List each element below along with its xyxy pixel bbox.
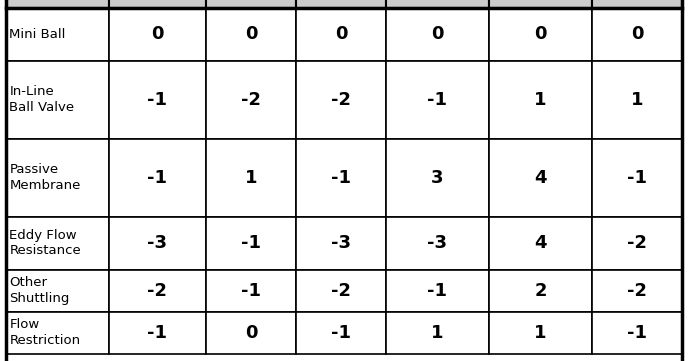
Text: Mini Ball: Mini Ball: [10, 27, 66, 40]
Text: 1: 1: [535, 91, 547, 109]
Bar: [109, 61, 206, 139]
Text: Flow
Restriction: Flow Restriction: [10, 318, 80, 347]
Text: 0: 0: [151, 25, 164, 43]
Text: 1: 1: [431, 323, 444, 342]
Text: 0: 0: [245, 25, 257, 43]
Text: -1: -1: [427, 91, 447, 109]
Bar: [386, 270, 489, 312]
Text: Eddy Flow
Resistance: Eddy Flow Resistance: [10, 229, 81, 257]
Bar: [592, 139, 682, 217]
Bar: [592, 8, 682, 61]
Bar: [6, 312, 109, 353]
Bar: [6, 61, 109, 139]
Bar: [489, 61, 592, 139]
Text: -2: -2: [147, 282, 167, 300]
Text: -1: -1: [147, 323, 167, 342]
Text: -1: -1: [147, 169, 167, 187]
Bar: [296, 217, 386, 270]
Bar: [109, 139, 206, 217]
Bar: [296, 0, 386, 8]
Bar: [489, 270, 592, 312]
Text: 0: 0: [335, 25, 347, 43]
Bar: [296, 8, 386, 61]
Text: -2: -2: [331, 282, 351, 300]
Text: -1: -1: [427, 282, 447, 300]
Bar: [206, 312, 296, 353]
Bar: [206, 139, 296, 217]
Bar: [592, 312, 682, 353]
Bar: [489, 8, 592, 61]
Text: 4: 4: [535, 234, 547, 252]
Text: -1: -1: [331, 169, 351, 187]
Text: 3: 3: [431, 169, 444, 187]
Bar: [386, 217, 489, 270]
Bar: [296, 139, 386, 217]
Bar: [6, 217, 109, 270]
Bar: [592, 0, 682, 8]
Text: -1: -1: [241, 282, 261, 300]
Text: -3: -3: [147, 234, 167, 252]
Text: 1: 1: [631, 91, 643, 109]
Text: -1: -1: [331, 323, 351, 342]
Text: -1: -1: [241, 234, 261, 252]
Bar: [6, 8, 109, 61]
Bar: [206, 0, 296, 8]
Text: 1: 1: [535, 323, 547, 342]
Bar: [489, 0, 592, 8]
Text: 2: 2: [535, 282, 547, 300]
Bar: [296, 312, 386, 353]
Bar: [109, 312, 206, 353]
Text: In-Line
Ball Valve: In-Line Ball Valve: [10, 85, 74, 114]
Text: 1: 1: [245, 169, 257, 187]
Bar: [206, 270, 296, 312]
Text: -2: -2: [627, 234, 647, 252]
Text: -2: -2: [627, 282, 647, 300]
Bar: [109, 270, 206, 312]
Text: 0: 0: [535, 25, 547, 43]
Bar: [109, 217, 206, 270]
Bar: [489, 139, 592, 217]
Text: 0: 0: [245, 323, 257, 342]
Text: -2: -2: [241, 91, 261, 109]
Bar: [386, 139, 489, 217]
Bar: [296, 270, 386, 312]
Text: -3: -3: [427, 234, 447, 252]
Text: -3: -3: [331, 234, 351, 252]
Bar: [206, 61, 296, 139]
Text: Other
Shuttling: Other Shuttling: [10, 276, 69, 305]
Text: -1: -1: [627, 323, 647, 342]
Bar: [206, 217, 296, 270]
Bar: [386, 312, 489, 353]
Bar: [6, 270, 109, 312]
Bar: [386, 0, 489, 8]
Text: -2: -2: [331, 91, 351, 109]
Bar: [206, 8, 296, 61]
Bar: [386, 8, 489, 61]
Bar: [6, 0, 109, 8]
Bar: [592, 61, 682, 139]
Bar: [489, 312, 592, 353]
Bar: [592, 217, 682, 270]
Bar: [296, 61, 386, 139]
Text: 4: 4: [535, 169, 547, 187]
Bar: [386, 61, 489, 139]
Text: Passive
Membrane: Passive Membrane: [10, 163, 80, 192]
Bar: [109, 8, 206, 61]
Text: 0: 0: [431, 25, 444, 43]
Text: 0: 0: [631, 25, 643, 43]
Bar: [489, 217, 592, 270]
Text: -1: -1: [627, 169, 647, 187]
Bar: [6, 139, 109, 217]
Text: -1: -1: [147, 91, 167, 109]
Bar: [592, 270, 682, 312]
Bar: [109, 0, 206, 8]
